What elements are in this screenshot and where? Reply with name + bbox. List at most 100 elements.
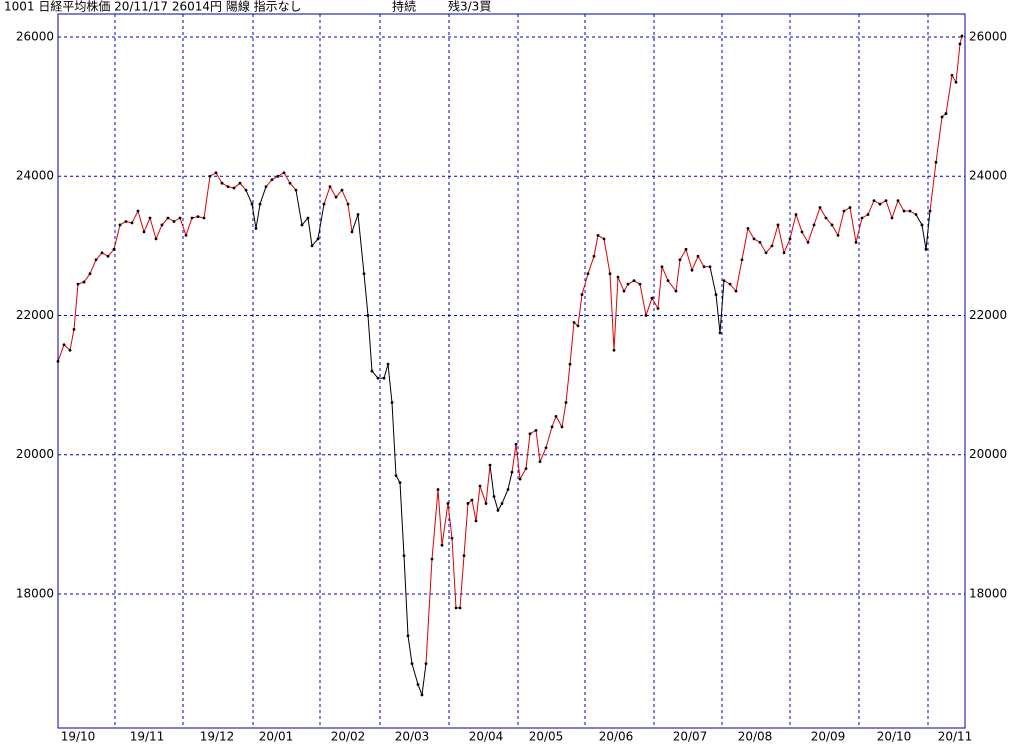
price-segment	[921, 224, 927, 250]
price-point	[300, 223, 304, 227]
price-point	[214, 171, 218, 175]
price-segment	[341, 189, 349, 205]
price-segment	[411, 663, 419, 685]
price-point	[366, 314, 370, 317]
y-tick-label: 22000	[16, 308, 54, 322]
price-segment	[329, 186, 337, 198]
price-segment	[777, 224, 785, 253]
price-segment	[73, 284, 79, 330]
price-point	[118, 223, 122, 227]
price-segment	[935, 116, 943, 163]
price-segment	[399, 482, 405, 556]
price-segment	[441, 503, 449, 546]
price-point	[466, 502, 470, 505]
price-point	[592, 254, 596, 258]
price-point	[928, 209, 932, 213]
price-point	[950, 73, 954, 77]
price-segment	[577, 294, 583, 326]
price-point	[644, 314, 648, 317]
x-tick-label: 20/05	[529, 730, 564, 744]
price-segment	[551, 416, 557, 428]
price-point	[276, 174, 280, 178]
price-segment	[317, 203, 325, 239]
price-point	[148, 216, 152, 220]
price-segment	[255, 203, 261, 229]
price-point	[202, 216, 206, 220]
price-point	[812, 223, 816, 227]
price-segment	[57, 344, 65, 362]
price-point	[958, 42, 962, 46]
price-segment	[239, 182, 247, 191]
price-segment	[819, 207, 827, 219]
price-segment	[417, 684, 423, 696]
price-point	[488, 463, 492, 467]
price-point	[908, 209, 912, 213]
price-segment	[245, 189, 253, 205]
price-point	[124, 220, 128, 223]
price-segment	[307, 217, 313, 246]
price-point	[616, 275, 620, 279]
price-point	[220, 181, 224, 185]
price-segment	[367, 315, 373, 372]
price-point	[184, 234, 188, 237]
price-segment	[587, 256, 595, 274]
price-point	[264, 185, 268, 189]
price-point	[346, 202, 350, 206]
price-point	[602, 237, 606, 241]
price-segment	[831, 224, 839, 236]
price-point	[920, 223, 924, 227]
price-segment	[479, 485, 487, 504]
price-point	[470, 498, 474, 502]
price-point	[714, 293, 718, 296]
y-tick-label: 18000	[16, 586, 54, 600]
price-point	[656, 307, 660, 310]
price-point	[306, 216, 310, 220]
price-segment	[783, 238, 791, 254]
price-point	[478, 484, 482, 488]
price-point	[322, 202, 326, 206]
price-segment	[131, 210, 139, 224]
price-point	[580, 293, 584, 296]
price-point	[196, 215, 200, 219]
y-tick-label: 24000	[16, 169, 54, 183]
price-segment	[795, 214, 803, 233]
price-segment	[807, 224, 815, 243]
price-point	[56, 360, 60, 363]
price-segment	[95, 252, 103, 261]
price-point	[538, 460, 542, 464]
price-segment	[679, 249, 687, 261]
price-point	[72, 327, 76, 331]
price-segment	[603, 238, 611, 274]
price-point	[226, 185, 230, 189]
price-segment	[519, 468, 527, 480]
price-segment	[855, 217, 863, 243]
price-point	[696, 254, 700, 258]
price-point	[884, 199, 888, 202]
price-segment	[837, 210, 845, 236]
price-point	[112, 247, 116, 251]
price-point	[678, 258, 682, 262]
price-point	[402, 554, 406, 558]
position: 残3/3買	[448, 0, 491, 14]
price-point	[154, 237, 158, 241]
price-segment	[825, 217, 833, 226]
price-point	[160, 223, 164, 227]
price-point	[564, 401, 568, 404]
price-segment	[515, 444, 521, 480]
price-segment	[391, 402, 397, 476]
price-point	[550, 425, 554, 429]
price-point	[776, 223, 780, 227]
x-tick-label: 20/09	[811, 730, 846, 744]
price-point	[458, 606, 462, 610]
price-point	[902, 209, 906, 213]
price-point	[424, 662, 428, 665]
price-point	[896, 199, 900, 202]
price-segment	[371, 370, 379, 379]
price-point	[722, 279, 726, 283]
x-tick-label: 19/12	[200, 730, 235, 744]
price-segment	[185, 217, 193, 236]
price-point	[386, 362, 390, 366]
price-point	[496, 509, 500, 512]
price-segment	[89, 259, 97, 274]
price-segment	[675, 259, 681, 292]
